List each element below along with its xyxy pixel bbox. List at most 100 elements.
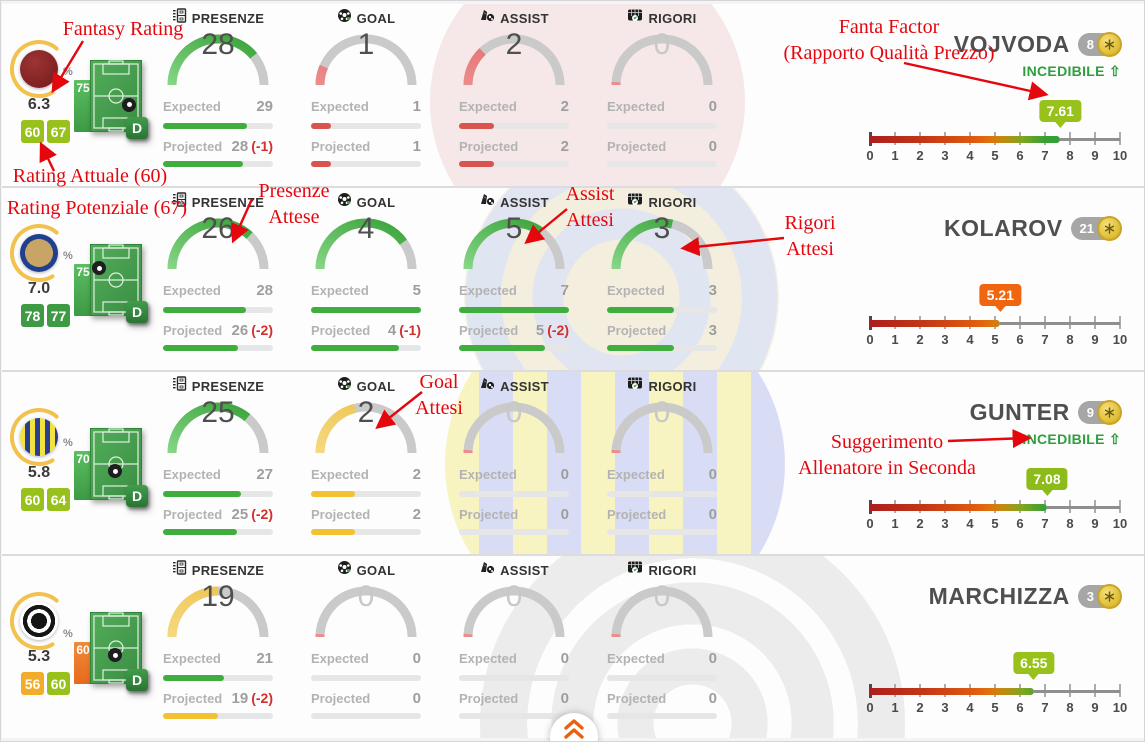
stat-value: 0 [357, 580, 375, 613]
price-badge: 3 [1077, 584, 1122, 609]
projected-label: Projected [163, 691, 223, 706]
stat-header: ASSIST [459, 8, 569, 28]
projected-value: 0 [412, 690, 421, 707]
assist-icon [479, 376, 495, 396]
scale-tick-label: 0 [866, 700, 874, 715]
expected-bar [607, 123, 717, 129]
expected-label: Expected [607, 467, 665, 482]
scale-tick-label: 5 [991, 148, 999, 163]
fanta-factor-track [869, 132, 1121, 146]
stat-gauge [163, 28, 273, 90]
projected-bar [311, 529, 421, 535]
scale-tick [1119, 132, 1121, 145]
projected-label: Projected [311, 691, 371, 706]
fanta-factor-badge: 7.61 [1039, 100, 1081, 128]
fantasy-rating-value: 6.3 [27, 96, 51, 113]
projected-value: 0 [560, 690, 569, 707]
projected-value: 5 [535, 322, 545, 339]
scale-tick-label: 8 [1066, 332, 1074, 347]
stat-value: 2 [357, 396, 375, 429]
projected-label: Projected [163, 507, 223, 522]
stat-rigori: RIGORI 0 Expected 0 Projected 0 [607, 372, 717, 554]
scale-tick-label: 7 [1041, 332, 1049, 347]
scale-tick-label: 5 [991, 332, 999, 347]
stat-value: 2 [505, 28, 523, 61]
scale-tick-label: 5 [991, 516, 999, 531]
stat-assist: ASSIST 0 Expected 0 Projected 0 [459, 372, 569, 554]
scale-fill [870, 320, 1001, 327]
stat-header: GOAL [311, 8, 421, 28]
stat-goal: GOAL 2 Expected 2 Projected 2 [311, 372, 421, 554]
scale-tick-label: 8 [1066, 516, 1074, 531]
scale-tick-label: 4 [966, 516, 974, 531]
expected-bar [163, 123, 273, 129]
status-incedibile: INCEDIBILE ⇧ [1022, 63, 1121, 79]
projected-row: Projected 25 (-2) [163, 506, 273, 523]
team-logo [20, 418, 58, 456]
row-divider [2, 370, 1144, 372]
player-row: 6.3 60 67 % 75 D PRESENZE 28 Expected 29… [2, 4, 1144, 186]
goal-icon [337, 8, 352, 28]
pitch-icon: D [89, 59, 148, 139]
scale-remainder [1000, 322, 1120, 325]
projected-delta: (-1) [251, 138, 273, 154]
player-header: KOLAROV 21 [944, 215, 1122, 242]
scale-tick-label: 10 [1112, 148, 1128, 163]
pitch-icon: D [89, 427, 148, 507]
scale-tick [1119, 316, 1121, 329]
player-avatar [8, 38, 70, 100]
projected-delta: (-2) [547, 322, 569, 338]
player-name: GUNTER [969, 399, 1070, 425]
rating-badges: 60 64 [21, 488, 70, 511]
expected-row: Expected 0 [607, 98, 717, 115]
expected-label: Expected [607, 651, 665, 666]
projected-label: Projected [311, 139, 371, 154]
expected-label: Expected [311, 283, 369, 298]
annotation-fanta-factor: Fanta Factor (Rapporto Qualità Prezzo) [783, 16, 995, 64]
stat-header-label: RIGORI [648, 194, 697, 210]
expected-bar [163, 675, 273, 681]
annotation-assist-attesi: Assist Attesi [565, 183, 615, 231]
expected-row: Expected 21 [163, 650, 273, 667]
team-watermark [480, 556, 905, 738]
projected-label: Projected [163, 139, 223, 154]
scale-tick-label: 8 [1066, 700, 1074, 715]
fantasy-rating-ring [10, 224, 68, 282]
stat-gauge [607, 28, 717, 90]
percent-label: % [63, 628, 73, 640]
projected-label: Projected [607, 139, 667, 154]
player-header: GUNTER 9 [969, 399, 1122, 426]
scale-tick-label: 6 [1016, 700, 1024, 715]
annotation-rating-attuale: Rating Attuale (60) [12, 165, 168, 187]
player-position-dot [108, 464, 123, 479]
projected-row: Projected 3 [607, 322, 717, 339]
rigori-icon [627, 192, 643, 212]
scale-tick-label: 3 [941, 332, 949, 347]
stat-value: 0 [653, 396, 671, 429]
projected-label: Projected [459, 323, 519, 338]
stat-rigori: RIGORI 3 Expected 3 Projected 3 [607, 188, 717, 370]
stat-header-label: RIGORI [648, 562, 697, 578]
fanta-factor-track [869, 684, 1121, 698]
stat-header-label: GOAL [356, 378, 396, 394]
projected-bar [459, 345, 569, 351]
player-name: MARCHIZZA [928, 583, 1070, 609]
scale-tick-label: 9 [1091, 148, 1099, 163]
annotation-suggerimento: Suggerimento Allenatore in Seconda [798, 431, 976, 479]
pitch-icon: D [89, 611, 148, 691]
stat-header: RIGORI [607, 8, 717, 28]
stat-goal: GOAL 1 Expected 1 Projected 1 [311, 4, 421, 186]
expected-label: Expected [459, 467, 517, 482]
projected-value: 2 [560, 138, 569, 155]
scale-tick-label: 8 [1066, 148, 1074, 163]
player-position-dot [122, 97, 136, 112]
expected-value: 0 [560, 650, 569, 667]
scale-tick-label: 7 [1041, 148, 1049, 163]
expected-bar [607, 675, 717, 681]
stat-gauge [163, 580, 273, 642]
stat-gauge [311, 212, 421, 274]
player-avatar [8, 222, 70, 284]
projected-bar [163, 345, 273, 351]
expected-value: 7 [560, 282, 569, 299]
